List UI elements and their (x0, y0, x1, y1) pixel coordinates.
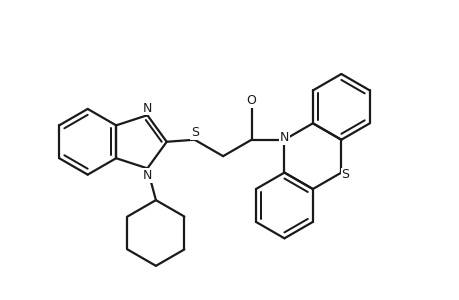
Text: N: N (279, 131, 289, 144)
Text: N: N (142, 101, 152, 115)
Text: S: S (190, 126, 198, 139)
Text: O: O (246, 94, 256, 107)
Text: N: N (142, 169, 152, 182)
Text: S: S (341, 168, 349, 181)
